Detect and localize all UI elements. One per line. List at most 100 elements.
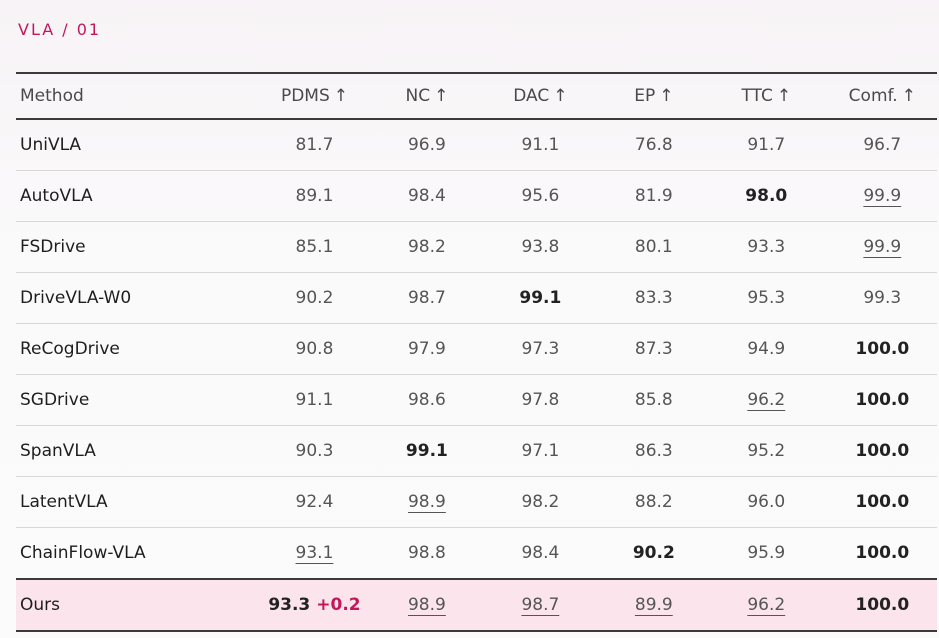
value-cell: 93.8 (478, 221, 603, 273)
up-arrow-icon: ↑ (659, 86, 674, 106)
section-tag: VLA / 01 (18, 20, 102, 39)
metric-value: 98.4 (407, 186, 446, 206)
value-cell: 93.1 (253, 527, 376, 580)
value-cell: 93.3 (704, 221, 828, 273)
metric-value: 96.2 (747, 390, 786, 410)
value-cell: 99.9 (827, 170, 937, 222)
value-cell: 91.1 (478, 119, 603, 171)
value-cell: 83.3 (602, 272, 705, 324)
value-cell: 95.3 (704, 272, 828, 324)
up-arrow-icon: ↑ (333, 86, 348, 106)
metric-value: 93.3 (268, 595, 311, 615)
table-row-ours: Ours 93.3 +0.2 98.9 98.7 89.9 96.2 100.0 (16, 578, 937, 632)
delta-value: +0.2 (316, 595, 361, 615)
metric-value: 98.7 (521, 595, 560, 615)
value-cell: 98.9 (375, 476, 479, 528)
metric-value: 100.0 (855, 390, 910, 410)
value-cell: 91.1 (253, 374, 376, 426)
header-ep: EP ↑ (603, 73, 705, 119)
results-table: Method PDMS ↑ NC ↑ DAC ↑ EP ↑ TTC ↑ C (16, 72, 937, 632)
method-name: SGDrive (20, 390, 90, 410)
value-cell: 81.7 (253, 119, 376, 171)
up-arrow-icon: ↑ (776, 86, 792, 106)
value-cell: 98.0 (704, 170, 828, 222)
method-cell: ReCogDrive (16, 323, 254, 375)
value-cell: 100.0 (827, 476, 937, 528)
metric-value: 95.6 (521, 186, 560, 206)
metric-value: 83.3 (634, 288, 673, 308)
metric-value: 81.7 (295, 135, 334, 155)
metric-value: 81.9 (634, 186, 673, 206)
value-cell: 100.0 (827, 374, 937, 426)
method-name: DriveVLA-W0 (20, 288, 132, 308)
metric-value: 88.2 (634, 492, 673, 512)
metric-value: 98.9 (407, 492, 446, 512)
header-label: TTC (741, 86, 773, 106)
metric-value: 99.1 (519, 288, 562, 308)
method-cell: LatentVLA (16, 476, 254, 528)
value-cell: 90.3 (253, 425, 376, 477)
method-cell: DriveVLA-W0 (16, 272, 254, 324)
value-cell: 96.9 (375, 119, 479, 171)
value-cell: 99.1 (478, 272, 603, 324)
header-dac: DAC ↑ (478, 73, 603, 119)
metric-value: 97.1 (521, 441, 560, 461)
value-cell: 97.9 (375, 323, 479, 375)
metric-value: 87.3 (634, 339, 673, 359)
method-name: ChainFlow-VLA (20, 543, 146, 563)
value-cell: 95.9 (704, 527, 828, 580)
metric-value: 100.0 (855, 492, 910, 512)
table-row: DriveVLA-W0 90.2 98.7 99.1 83.3 95.3 99.3 (16, 272, 937, 324)
value-cell: 89.9 (602, 578, 705, 632)
method-cell: SpanVLA (16, 425, 254, 477)
table-row: SpanVLA 90.3 99.1 97.1 86.3 95.2 100.0 (16, 425, 937, 477)
value-cell: 96.2 (704, 374, 828, 426)
value-cell: 99.9 (827, 221, 937, 273)
metric-value: 96.0 (747, 492, 786, 512)
up-arrow-icon: ↑ (553, 86, 568, 106)
value-cell: 96.7 (827, 119, 937, 171)
metric-value: 99.3 (863, 288, 902, 308)
value-cell: 80.1 (602, 221, 705, 273)
metric-value: 90.8 (295, 339, 334, 359)
value-cell: 100.0 (827, 323, 937, 375)
value-cell: 100.0 (827, 578, 937, 632)
table-row: ChainFlow-VLA 93.1 98.8 98.4 90.2 95.9 100.0 (16, 527, 937, 580)
value-cell: 95.6 (478, 170, 603, 222)
value-cell: 97.8 (478, 374, 603, 426)
method-name: AutoVLA (20, 186, 93, 206)
metric-value: 97.3 (521, 339, 560, 359)
metric-value: 98.2 (407, 237, 446, 257)
up-arrow-icon: ↑ (901, 86, 916, 106)
header-label: Comf. (848, 86, 898, 106)
table-row: UniVLA 81.7 96.9 91.1 76.8 91.7 96.7 (16, 119, 937, 171)
metric-value: 90.3 (295, 441, 334, 461)
metric-value: 97.8 (521, 390, 560, 410)
metric-value: 89.9 (634, 595, 673, 615)
table-row: AutoVLA 89.1 98.4 95.6 81.9 98.0 99.9 (16, 170, 937, 222)
value-cell: 85.1 (253, 221, 376, 273)
metric-value: 96.9 (407, 135, 446, 155)
metric-value: 76.8 (634, 135, 673, 155)
value-cell: 85.8 (602, 374, 705, 426)
value-cell: 97.1 (478, 425, 603, 477)
metric-value: 100.0 (855, 595, 910, 615)
metric-value: 85.1 (295, 237, 334, 257)
header-label: Method (20, 86, 84, 106)
value-cell: 86.3 (602, 425, 705, 477)
method-cell: UniVLA (16, 119, 254, 171)
metric-value: 94.9 (747, 339, 786, 359)
metric-value: 86.3 (634, 441, 673, 461)
value-cell: 98.4 (478, 527, 603, 580)
header-method: Method (16, 73, 253, 119)
metric-value: 93.3 (747, 237, 786, 257)
method-name: FSDrive (20, 237, 86, 257)
method-cell: ChainFlow-VLA (16, 527, 254, 580)
table-body: UniVLA 81.7 96.9 91.1 76.8 91.7 96.7 AutoVLA 89.… (16, 119, 937, 632)
table-row: ReCogDrive 90.8 97.9 97.3 87.3 94.9 100.0 (16, 323, 937, 375)
value-cell: 98.6 (375, 374, 479, 426)
value-cell: 100.0 (827, 425, 937, 477)
metric-value: 96.2 (747, 595, 786, 615)
header-comf: Comf. ↑ (828, 73, 937, 119)
metric-value: 92.4 (295, 492, 334, 512)
